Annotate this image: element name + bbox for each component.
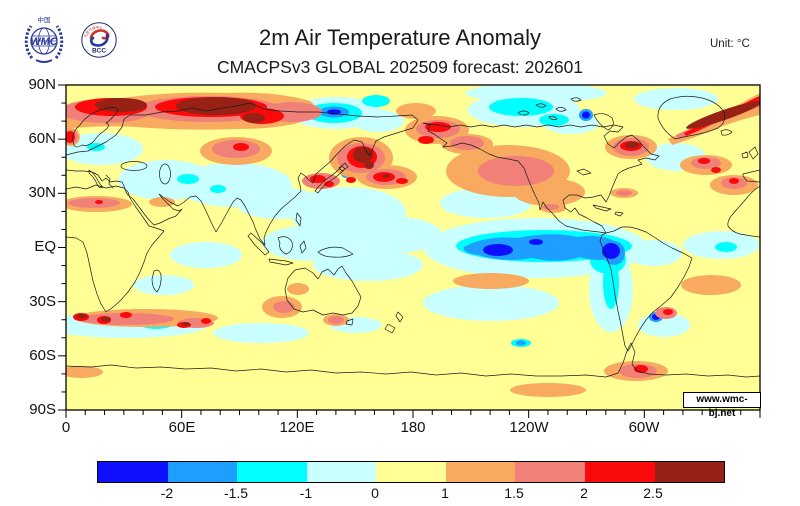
wmc-logo-text: WMC — [30, 36, 59, 48]
coast-scandinavia — [72, 107, 119, 148]
colorbar-segment — [654, 462, 725, 482]
wmc-logo-icon: 中国 WMC — [24, 15, 64, 63]
colorbar-tick-label: 2.5 — [643, 485, 663, 501]
coast-caspian-sea — [159, 163, 171, 185]
coast-iberia — [742, 169, 760, 183]
colorbar — [97, 461, 725, 483]
anomaly-map — [58, 84, 761, 418]
colorbar-tick-label: -2 — [160, 485, 174, 501]
logo-group: 中国 WMC 北京气候中心 BCC — [18, 12, 128, 66]
coast-se-asia-islands — [247, 212, 354, 266]
x-tick-label: 60E — [168, 419, 196, 436]
unit-label: Unit: °C — [710, 38, 750, 50]
x-tick-label: 0 — [61, 419, 71, 436]
coast-arctic-islands — [517, 97, 614, 131]
x-tick-label: 120W — [509, 419, 549, 436]
y-tick-label: 30S — [29, 293, 56, 310]
wmc-wreath-right — [54, 25, 64, 59]
coast-new-zealand — [384, 311, 404, 334]
coast-iceland — [720, 129, 733, 136]
bcc-logo-text: BCC — [92, 48, 106, 55]
coast-africa — [66, 184, 165, 313]
colorbar-tick-label: 2 — [580, 485, 588, 501]
y-tick-label: EQ — [34, 238, 56, 255]
colorbar-tick-label: 1 — [441, 485, 449, 501]
bcc-blue-swoosh — [89, 33, 109, 47]
colorbar-tick-label: 0 — [371, 485, 379, 501]
coast-uk-ireland — [741, 146, 759, 160]
x-tick-label: 60W — [628, 419, 660, 436]
coast-greenland — [657, 95, 726, 140]
coast-madagascar — [151, 269, 162, 293]
coast-japan — [314, 162, 349, 194]
anomaly-fill-layer — [66, 85, 760, 410]
y-tick-label: 60N — [28, 130, 56, 147]
colorbar-segment — [376, 462, 446, 482]
bcc-logo-ring — [81, 22, 117, 58]
wmc-logo-top-text: 中国 — [38, 15, 51, 24]
coast-australia — [284, 265, 362, 326]
wmc-globe-grid — [31, 28, 57, 54]
coast-west-africa — [727, 185, 760, 238]
coast-black-sea — [120, 161, 148, 171]
coast-great-lakes — [576, 168, 592, 176]
wmc-wreath-base — [35, 59, 53, 63]
colorbar-segments — [98, 462, 725, 482]
coastlines — [66, 95, 760, 378]
colorbar-segment — [584, 462, 655, 482]
coast-eurasia — [66, 102, 419, 246]
wmc-wreath-left — [24, 25, 34, 59]
colorbar-tick-label: 1.5 — [504, 485, 524, 501]
x-tick-label: 120E — [279, 419, 315, 436]
colorbar-segment — [306, 462, 377, 482]
figure-title: 2m Air Temperature Anomaly — [258, 25, 542, 50]
colorbar-segment — [237, 462, 307, 482]
coast-antarctica — [66, 342, 760, 378]
watermark: www.wmc-bj.net — [683, 392, 761, 419]
colorbar-tick-label: -1 — [299, 485, 313, 501]
colorbar-segment — [98, 462, 168, 482]
colorbar-segment — [445, 462, 516, 482]
figure-subtitle: CMACPSv3 GLOBAL 202509 forecast: 202601 — [216, 57, 584, 77]
y-tick-label: 60S — [29, 347, 56, 364]
axis-ticks — [58, 84, 761, 418]
colorbar-tick-label: -1.5 — [223, 485, 249, 501]
colorbar-segment — [515, 462, 585, 482]
colorbar-segment — [167, 462, 238, 482]
coast-south-america — [599, 226, 693, 352]
bcc-logo-icon: 北京气候中心 BCC — [81, 22, 117, 58]
y-tick-label: 90S — [29, 401, 56, 418]
coast-caribbean — [592, 204, 624, 217]
y-tick-label: 90N — [28, 76, 56, 93]
y-tick-label: 30N — [28, 184, 56, 201]
x-tick-label: 180 — [400, 419, 426, 436]
coast-north-america — [422, 122, 660, 234]
